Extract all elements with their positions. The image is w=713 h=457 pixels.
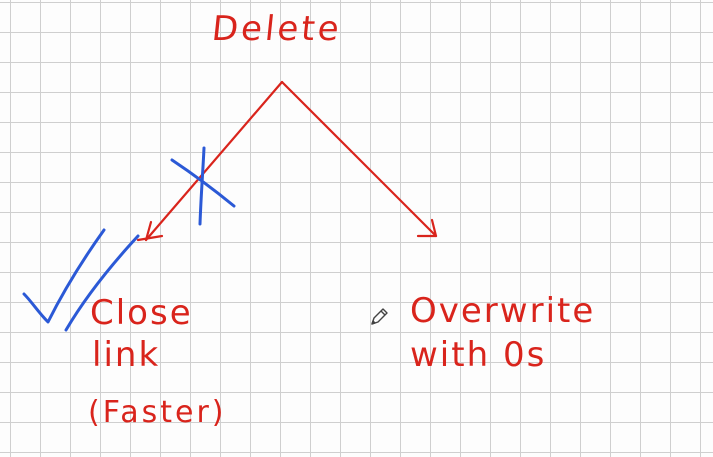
left-branch-label-line3: (Faster) (88, 395, 227, 430)
left-branch-line (144, 80, 284, 242)
tick-mark-icon (22, 228, 140, 332)
diagram-title: Delete (209, 9, 344, 49)
right-branch-label-line2: with 0s (410, 335, 547, 375)
blue-annotations (22, 146, 236, 332)
right-arrowhead (416, 218, 438, 238)
left-branch-label-line1: Close (90, 293, 193, 333)
branch-arrows (136, 80, 438, 242)
cross-mark-icon (170, 146, 236, 226)
left-branch-label-line2: link (92, 335, 161, 375)
left-arrowhead (136, 220, 164, 242)
right-branch-label-line1: Overwrite (410, 291, 596, 331)
right-branch-line (280, 80, 438, 238)
pencil-icon (371, 308, 388, 325)
